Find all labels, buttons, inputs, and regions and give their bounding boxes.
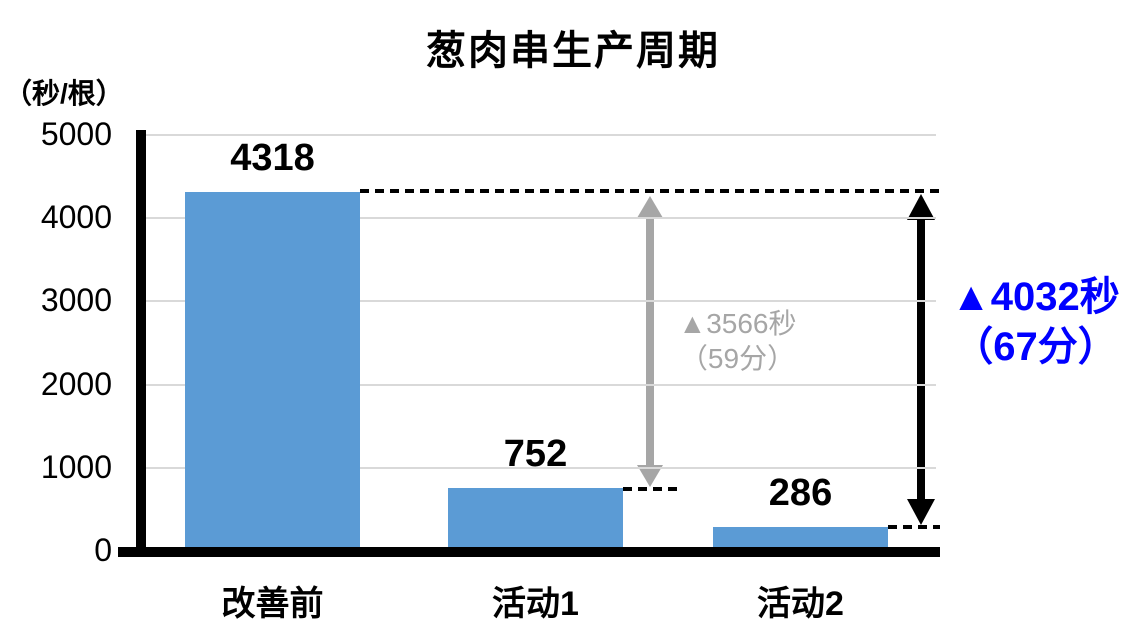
arrow-down-icon bbox=[907, 499, 935, 525]
y-axis-line bbox=[136, 130, 146, 557]
y-tick-label-0: 0 bbox=[94, 532, 112, 568]
bar-活动1 bbox=[448, 488, 623, 547]
bar-活动2 bbox=[713, 527, 888, 547]
y-tick-label-5000: 5000 bbox=[40, 116, 112, 152]
y-tick-label-3000: 3000 bbox=[40, 282, 112, 319]
y-tick-label-1000: 1000 bbox=[40, 448, 112, 485]
x-axis-label-活动2: 活动2 bbox=[757, 585, 844, 623]
annotation-line: （59分） bbox=[679, 343, 796, 374]
gridline-5000 bbox=[146, 134, 936, 136]
bar-改善前 bbox=[185, 191, 360, 547]
y-axis-unit-label: （秒/根） bbox=[4, 78, 124, 109]
x-axis-label-改善前: 改善前 bbox=[221, 585, 324, 623]
arrow-shaft bbox=[646, 212, 654, 471]
dashed-reference-line-activity1 bbox=[623, 487, 678, 491]
gridline-1000 bbox=[146, 466, 936, 469]
dashed-reference-line-before bbox=[360, 189, 943, 193]
dashed-reference-line-activity2 bbox=[888, 525, 940, 529]
x-axis-label-活动1: 活动1 bbox=[492, 585, 579, 623]
arrow-down-icon bbox=[637, 465, 663, 487]
arrow-up-icon bbox=[637, 196, 663, 218]
annotation-reduction-activity1: ▲3566秒 （59分） bbox=[660, 306, 815, 376]
annotation-line: ▲4032秒 bbox=[951, 275, 1120, 319]
bar-value-label: 752 bbox=[503, 433, 568, 476]
chart-title: 葱肉串生产周期 bbox=[426, 29, 720, 73]
x-axis-line bbox=[118, 547, 940, 557]
gridline-4000 bbox=[146, 217, 936, 220]
annotation-reduction-activity2: ▲4032秒 （67分） bbox=[928, 272, 1143, 372]
arrow-shaft bbox=[917, 212, 925, 507]
y-tick-label-4000: 4000 bbox=[40, 199, 112, 236]
annotation-line: ▲3566秒 bbox=[678, 308, 797, 339]
gray-double-arrow bbox=[637, 196, 663, 487]
black-double-arrow bbox=[907, 194, 935, 525]
gridline-3000 bbox=[146, 300, 936, 303]
bar-value-label: 286 bbox=[768, 472, 833, 515]
bar-value-label: 4318 bbox=[230, 136, 315, 179]
y-tick-label-2000: 2000 bbox=[40, 365, 112, 402]
gridline-2000 bbox=[146, 383, 936, 386]
annotation-line: （67分） bbox=[953, 325, 1118, 369]
